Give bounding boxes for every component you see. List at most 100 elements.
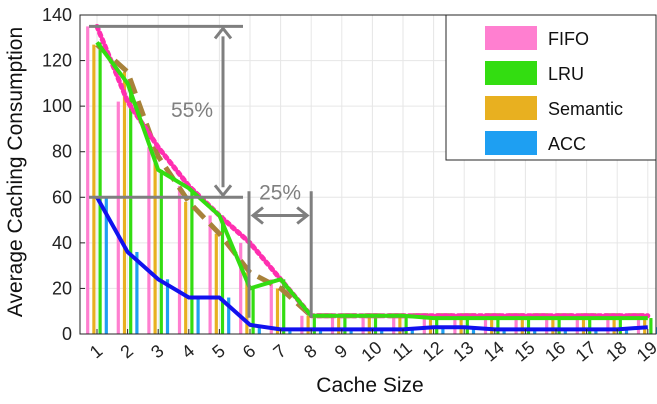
legend-label-acc: ACC — [548, 134, 586, 154]
bar-semantic — [275, 288, 280, 334]
y-tick-label: 140 — [42, 5, 72, 25]
bar-semantic — [643, 315, 647, 334]
bar-semantic — [245, 272, 249, 334]
y-tick-label: 40 — [52, 233, 72, 253]
bar-lru — [404, 315, 408, 334]
bar-lru — [496, 318, 500, 334]
bar-acc — [441, 327, 445, 334]
bar-acc — [502, 329, 506, 334]
bar-acc — [380, 329, 384, 334]
bar-fifo — [392, 315, 396, 334]
y-tick-label: 60 — [52, 187, 72, 207]
bar-acc — [594, 329, 598, 334]
bar-fifo — [422, 315, 426, 334]
bar-lru — [373, 315, 378, 334]
legend-swatch-acc — [485, 131, 537, 155]
bar-fifo — [330, 315, 335, 334]
bar-semantic — [214, 233, 218, 334]
legend-label-semantic: Semantic — [548, 99, 623, 119]
bar-fifo — [483, 315, 488, 334]
bar-semantic — [428, 315, 433, 334]
bar-lru — [649, 318, 653, 334]
bar-lru — [98, 42, 102, 334]
y-ticks: 0 20 40 60 80 100 120 140 — [42, 5, 85, 344]
bar-semantic — [92, 44, 96, 334]
bar-semantic — [306, 315, 310, 334]
line-lru — [95, 41, 648, 321]
bar-fifo — [361, 315, 365, 334]
annotation-arrowhead — [213, 184, 233, 198]
bar-lru — [526, 318, 531, 334]
y-tick-label: 20 — [52, 278, 72, 298]
bar-semantic — [337, 315, 341, 334]
bar-acc — [104, 197, 108, 334]
annotation-25: 25% — [259, 181, 301, 204]
bar-acc — [227, 297, 231, 334]
bar-semantic — [122, 71, 127, 334]
bar-lru — [343, 315, 347, 334]
legend-box — [445, 14, 657, 161]
y-axis-title: Average Caching Consumption — [4, 27, 27, 317]
bar-semantic — [459, 315, 463, 334]
legend-swatch-semantic — [485, 96, 537, 120]
bar-lru — [220, 215, 225, 334]
bar-acc — [349, 329, 353, 334]
bar-semantic — [367, 315, 371, 334]
bar-acc — [318, 329, 323, 334]
legend: FIFO LRU Semantic ACC — [445, 14, 657, 161]
bar-fifo — [269, 279, 273, 334]
bar-fifo — [86, 26, 90, 335]
bar-acc — [288, 329, 292, 334]
bar-fifo — [575, 315, 579, 334]
bar-lru — [588, 318, 592, 334]
bar-fifo — [116, 101, 120, 334]
bar-lru — [159, 169, 163, 334]
bar-acc — [471, 327, 476, 334]
bar-lru — [618, 318, 622, 334]
bar-semantic — [551, 315, 555, 334]
bar-fifo — [239, 242, 243, 334]
bar-lru — [190, 188, 194, 334]
bar-semantic — [184, 201, 188, 334]
bar-fifo — [208, 215, 212, 334]
bar-semantic — [153, 156, 157, 334]
legend-swatch-fifo — [485, 26, 537, 50]
bar-acc — [196, 297, 200, 334]
legend-label-lru: LRU — [548, 64, 584, 84]
legend-label-fifo: FIFO — [548, 29, 589, 49]
bar-fifo — [636, 315, 641, 334]
y-tick-label: 100 — [42, 96, 72, 116]
bar-fifo — [177, 185, 182, 334]
bar-lru — [251, 288, 255, 334]
bar-semantic — [490, 315, 494, 334]
bar-fifo — [514, 315, 518, 334]
annotation-arrowhead — [250, 206, 264, 225]
annotations: 55% 25% — [89, 24, 313, 318]
y-tick-label: 80 — [52, 142, 72, 162]
bar-lru — [129, 83, 133, 334]
bar-fifo — [545, 315, 549, 334]
bar-acc — [533, 329, 537, 334]
annotation-arrowhead — [213, 25, 233, 40]
y-tick-label: 0 — [62, 324, 72, 344]
bar-semantic — [612, 315, 616, 334]
bar-fifo — [147, 147, 151, 334]
annotation-55: 55% — [171, 99, 213, 122]
bar-acc — [135, 251, 139, 334]
y-tick-label: 120 — [42, 51, 72, 71]
bar-fifo — [453, 315, 457, 334]
bar-semantic — [398, 315, 402, 334]
bar-acc — [563, 329, 567, 334]
legend-swatch-lru — [485, 61, 537, 85]
bar-fifo — [606, 315, 610, 334]
bar-acc — [624, 329, 629, 334]
bar-acc — [165, 279, 170, 334]
bar-lru — [312, 315, 316, 334]
bar-acc — [410, 329, 414, 334]
bar-acc — [257, 324, 261, 334]
bar-semantic — [581, 315, 586, 334]
bar-semantic — [520, 315, 524, 334]
plot-frame — [79, 14, 657, 335]
bar-lru — [282, 279, 286, 334]
